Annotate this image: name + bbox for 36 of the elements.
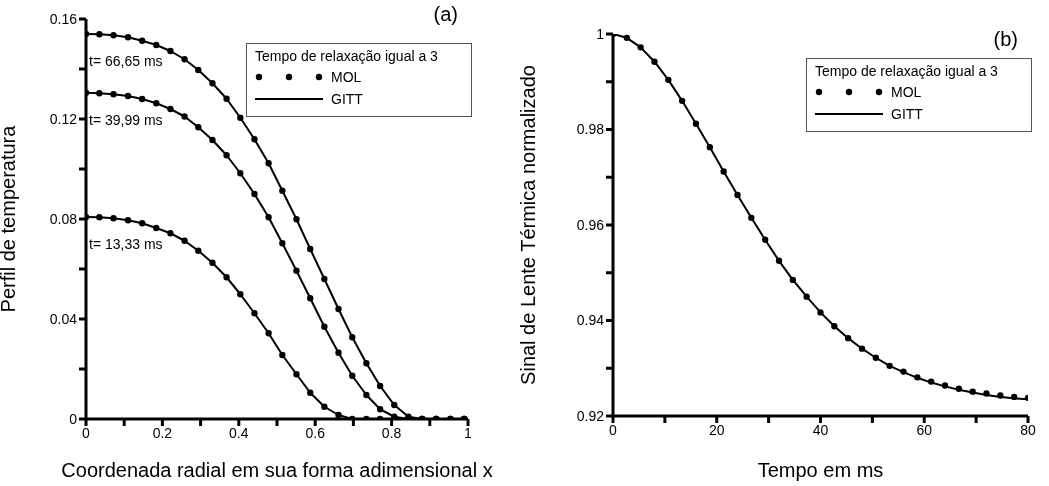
y-tick-label: 0.98 [576,121,605,138]
annotation: t= 66,65 ms [89,52,163,70]
y-tick-label: 0 [69,410,78,427]
legend-title: Tempo de relaxação igual a 3 [815,63,999,79]
y-tick-label: 0.08 [49,210,78,227]
y-tick-label: 1 [596,25,605,42]
y-tick-label: 0.16 [49,10,78,27]
x-axis-title: Coordenada radial em sua forma adimensional x [61,459,493,481]
annotation: (a) [433,3,458,26]
x-tick-label: 0.2 [152,424,173,441]
x-tick-label: 40 [812,421,829,438]
legend-label: MOL [331,69,362,85]
y-tick-label: 0.94 [576,312,605,329]
x-tick-label: 20 [708,421,725,438]
x-tick-label: 0 [82,424,91,441]
legend-label: GITT [891,106,923,122]
legend-title: Tempo de relaxação igual a 3 [255,48,439,64]
y-tick-label: 0.92 [576,407,605,424]
x-axis-title: Tempo em ms [757,459,884,481]
x-tick-label: 60 [916,421,933,438]
x-tick-label: 0.8 [381,424,402,441]
y-tick-label: 0.12 [49,110,78,127]
x-tick-label: 0.6 [305,424,326,441]
annotation: t= 13,33 ms [89,235,163,253]
y-axis-title: Perfil de temperatura [0,124,20,313]
annotation: t= 39,99 ms [89,110,163,129]
x-tick-label: 80 [1020,421,1036,438]
annotation: (b) [993,28,1018,51]
x-tick-label: 0.4 [229,424,249,441]
y-tick-label: 0.96 [576,216,605,233]
legend-label: GITT [331,91,363,107]
y-axis-title: Sinal de Lente Térmica normalizado [517,65,540,385]
legend-label: MOL [891,84,922,100]
y-tick-label: 0.04 [49,310,78,327]
x-tick-label: 0 [609,421,618,438]
x-tick-label: 1 [464,424,473,441]
